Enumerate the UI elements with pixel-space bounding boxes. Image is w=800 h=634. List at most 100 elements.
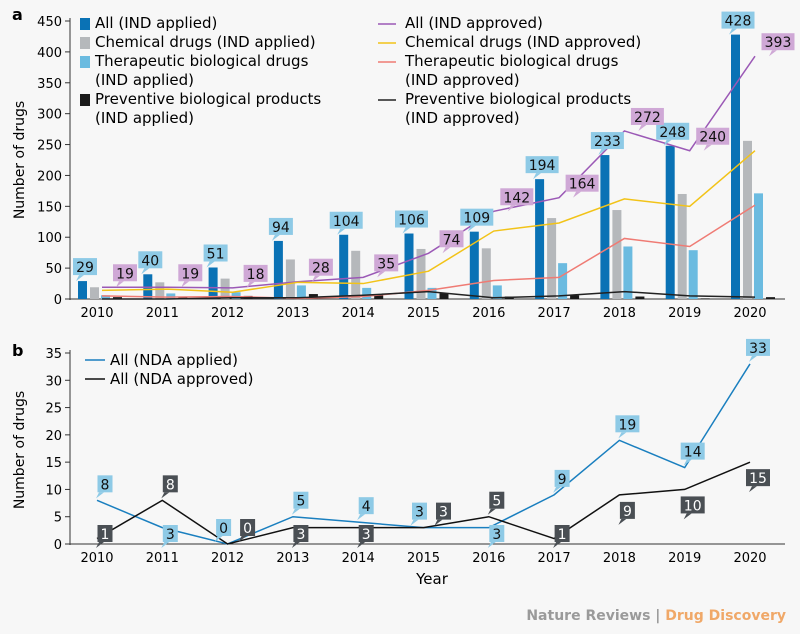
legend-label: All (NDA approved)	[110, 370, 253, 388]
applied-value-label-pointer	[683, 459, 692, 466]
line-value-label-bg	[113, 264, 137, 282]
y-tick-label-a: 300	[37, 108, 62, 123]
bar	[285, 259, 295, 299]
line-value-label-pointer	[181, 281, 190, 288]
bar	[700, 298, 710, 299]
applied-value-label-bg	[293, 491, 309, 509]
legend-label: Chemical drugs (IND applied)	[95, 33, 316, 51]
applied-value-label: 5	[296, 494, 305, 510]
bar	[766, 297, 775, 299]
line-value-label: 240	[699, 130, 726, 146]
line-value-label-bg	[308, 258, 333, 276]
line-value-label-bg	[761, 33, 795, 51]
approved-value-label: 3	[439, 505, 448, 521]
line-series	[101, 150, 756, 293]
applied-value-label-bg	[746, 338, 770, 356]
bar-value-label-bg	[138, 251, 163, 269]
bar	[535, 179, 545, 299]
approved-value-label-bg	[489, 491, 505, 509]
bar-value-label-pointer	[598, 149, 607, 156]
bar-value-label-pointer	[271, 234, 280, 241]
bar	[558, 263, 568, 299]
applied-value-label-pointer	[214, 536, 223, 542]
line-value-label: 272	[634, 110, 661, 126]
x-tick-label-b: 2018	[603, 551, 636, 566]
applied-value-label-bg	[412, 502, 427, 520]
approved-value-label-bg	[240, 519, 256, 536]
y-tick-label-b: 25	[45, 402, 62, 417]
line-value-label: 18	[247, 267, 265, 283]
bar	[416, 248, 426, 299]
bar-value-label-bg	[268, 217, 293, 235]
applied-value-label-bg	[358, 497, 374, 515]
line-value-label-bg	[696, 127, 730, 145]
bar-value-label-bg	[460, 208, 494, 226]
applied-value-label: 8	[101, 477, 110, 493]
x-tick-label-a: 2012	[211, 306, 244, 321]
bar-value-label: 40	[141, 253, 159, 269]
x-tick-label-b: 2016	[472, 551, 505, 566]
legend-label: All (NDA applied)	[110, 351, 238, 369]
bar-value-label: 194	[529, 158, 556, 174]
bar	[231, 292, 241, 299]
x-tick-label-a: 2017	[538, 306, 571, 321]
y-tick-label-a: 250	[37, 139, 62, 154]
approved-value-label-bg	[358, 525, 374, 542]
approved-value-label-bg	[162, 475, 178, 493]
applied-value-label: 0	[219, 521, 228, 537]
x-tick-label-b: 2014	[342, 551, 375, 566]
x-tick-label-b: 2013	[276, 551, 309, 566]
approved-value-label-pointer	[291, 542, 300, 548]
approved-value-label: 8	[166, 477, 175, 493]
line-value-label-pointer	[246, 281, 255, 288]
y-tick-label-b: 15	[45, 456, 62, 471]
bar-value-label-bg	[329, 211, 363, 229]
line-value-label-bg	[500, 188, 534, 206]
bar-value-label-pointer	[337, 228, 346, 235]
bar-value-label: 109	[463, 211, 490, 227]
applied-value-label-pointer	[749, 355, 757, 362]
approved-value-label-pointer	[161, 492, 170, 499]
line-series	[101, 204, 756, 300]
legend-swatch	[80, 18, 90, 30]
bar	[101, 295, 110, 299]
applied-value-label-bg	[680, 442, 705, 460]
applied-value-label-pointer	[618, 432, 627, 439]
applied-value-label: 33	[749, 341, 767, 357]
applied-value-label-pointer	[487, 542, 496, 548]
line-series	[102, 55, 756, 289]
line-value-label-bg	[630, 107, 664, 125]
approved-value-label-pointer	[487, 508, 496, 515]
y-tick-label-a: 50	[45, 262, 62, 277]
legend-label: Therapeutic biological drugs	[404, 52, 619, 70]
applied-value-label-pointer	[357, 514, 366, 521]
legend-label: Therapeutic biological drugs	[94, 52, 309, 70]
approved-value-label: 9	[623, 504, 632, 520]
bar	[439, 293, 449, 299]
y-tick-label-a: 400	[37, 46, 62, 61]
line-value-label-pointer	[573, 191, 582, 198]
applied-value-label-bg	[216, 519, 232, 536]
line-value-label: 19	[181, 266, 199, 282]
bar	[612, 210, 622, 299]
legend-label: (IND approved)	[405, 71, 520, 89]
line-value-label-pointer	[769, 50, 777, 57]
x-tick-label-a: 2018	[603, 306, 636, 321]
footer: Nature Reviews | Drug Discovery	[526, 608, 786, 624]
approved-value-label: 0	[243, 521, 252, 537]
y-tick-label-b: 35	[45, 347, 62, 362]
line-value-label-pointer	[377, 271, 386, 278]
line-value-label-pointer	[311, 275, 320, 282]
bar-value-label: 104	[333, 214, 360, 230]
x-tick-label-b: 2015	[407, 551, 440, 566]
line-value-label: 142	[503, 190, 530, 206]
applied-value-label-pointer	[291, 508, 300, 515]
line-value-label-pointer	[442, 247, 451, 254]
x-tick-label-a: 2019	[668, 306, 701, 321]
y-axis-title-a: Number of drugs	[12, 101, 28, 219]
x-tick-label-a: 2013	[276, 306, 309, 321]
bar	[427, 287, 437, 299]
legend-swatch	[80, 37, 90, 49]
approved-value-label-bg	[746, 469, 770, 487]
x-tick-label-a: 2014	[342, 306, 375, 321]
